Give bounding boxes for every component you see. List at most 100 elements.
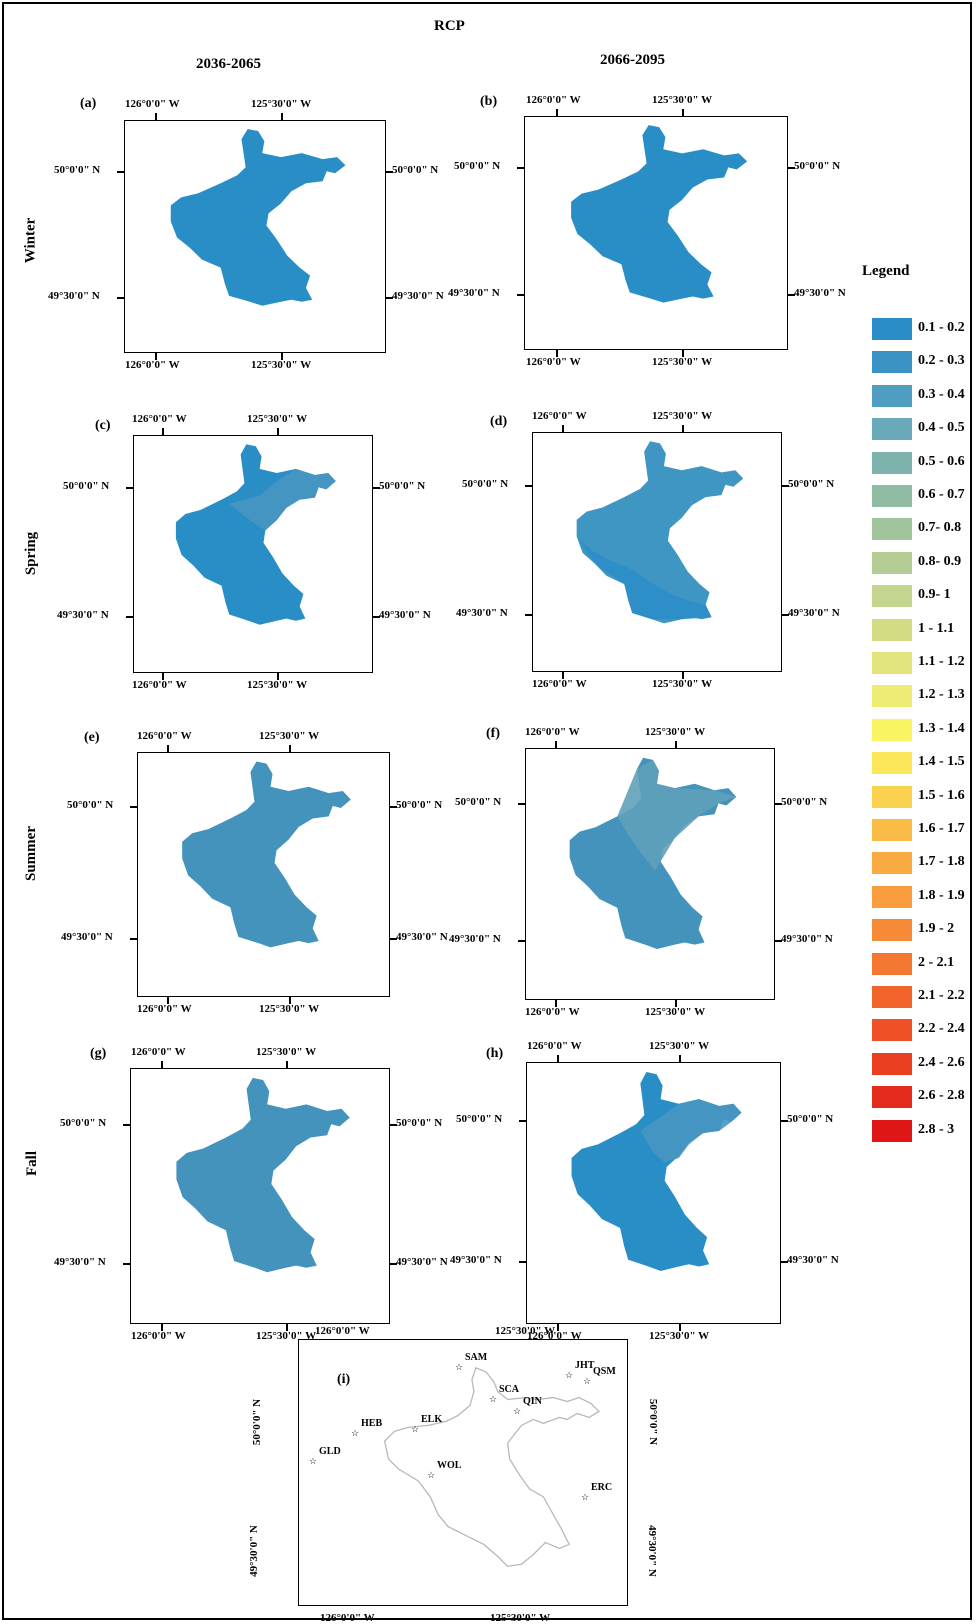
- region-shape: [576, 441, 744, 624]
- legend-label: 1.5 - 1.6: [918, 787, 965, 803]
- tick-mark: [390, 806, 397, 808]
- tick-mark: [518, 803, 525, 805]
- tick-mark: [277, 428, 279, 435]
- panel-label-f: (f): [486, 726, 500, 741]
- legend-title: Legend: [862, 263, 910, 279]
- station-star-icon: ☆: [351, 1428, 360, 1438]
- legend-item: 0.7- 0.8: [872, 518, 976, 541]
- lon-left-top-g: 126°0'0" W: [131, 1046, 186, 1058]
- tick-mark: [557, 1055, 559, 1062]
- legend-swatch: [872, 1086, 912, 1109]
- legend-item: 2.1 - 2.2: [872, 986, 976, 1008]
- tick-mark: [277, 673, 279, 680]
- tick-mark: [281, 353, 283, 360]
- tick-mark: [525, 614, 532, 616]
- lat-top-left-b: 50°0'0" N: [454, 160, 501, 172]
- tick-mark: [555, 1000, 557, 1007]
- region-fill: [176, 1077, 350, 1273]
- legend-swatch: [872, 885, 912, 908]
- tick-mark: [519, 1261, 526, 1263]
- lat-bottom-right-a: 49°30'0" N: [392, 290, 444, 302]
- legend-swatch: [872, 852, 912, 875]
- lat-top-left-f: 50°0'0" N: [455, 796, 502, 808]
- i-lon-left-top: 126°0'0" W: [315, 1325, 370, 1337]
- tick-mark: [775, 803, 782, 805]
- lat-bottom-left-f: 49°30'0" N: [449, 933, 501, 945]
- tick-mark: [130, 938, 137, 940]
- tick-mark: [130, 806, 137, 808]
- lat-top-right-f: 50°0'0" N: [781, 796, 828, 808]
- tick-mark: [390, 938, 397, 940]
- station-star-icon: ☆: [583, 1376, 592, 1386]
- legend-label: 1.7 - 1.8: [918, 854, 965, 870]
- legend-swatch: [872, 718, 912, 741]
- lat-top-left-h: 50°0'0" N: [456, 1113, 503, 1125]
- legend-item: 2 - 2.1: [872, 952, 976, 975]
- tick-mark: [126, 616, 133, 618]
- tick-mark: [517, 167, 524, 169]
- legend-swatch: [872, 518, 912, 541]
- tick-mark: [289, 997, 291, 1004]
- legend-swatch: [872, 351, 912, 374]
- i-lat-top-left: 50°0'0" N: [251, 1398, 264, 1446]
- legend-item: 1.5 - 1.6: [872, 785, 976, 808]
- legend-swatch: [872, 986, 912, 1008]
- legend-item: 2.2 - 2.4: [872, 1019, 976, 1042]
- tick-mark: [775, 940, 782, 942]
- region-fill: [182, 761, 351, 948]
- panel-label-c: (c): [95, 418, 111, 433]
- region-shape: [176, 1077, 350, 1273]
- legend-item: 0.8- 0.9: [872, 551, 976, 574]
- legend-label: 0.6 - 0.7: [918, 487, 965, 502]
- tick-mark: [123, 1263, 130, 1265]
- map-panel-e: [137, 752, 390, 997]
- legend-label: 0.1 - 0.2: [918, 320, 965, 335]
- tick-mark: [117, 171, 124, 173]
- legend-swatch: [872, 418, 912, 441]
- tick-mark: [155, 353, 157, 360]
- lat-bottom-right-h: 49°30'0" N: [787, 1254, 839, 1266]
- lat-bottom-right-b: 49°30'0" N: [794, 287, 846, 299]
- legend-item: 1.1 - 1.2: [872, 652, 976, 674]
- lat-bottom-right-f: 49°30'0" N: [781, 933, 833, 945]
- lon-right-top-g: 125°30'0" W: [256, 1046, 317, 1058]
- i-lon-right-bottom: 125°30'0" W: [490, 1612, 551, 1624]
- panel-label-b: (b): [480, 94, 498, 109]
- lon-left-top-d: 126°0'0" W: [532, 410, 587, 422]
- lat-top-right-e: 50°0'0" N: [396, 799, 443, 811]
- legend-swatch: [872, 318, 912, 340]
- lon-right-top-f: 125°30'0" W: [645, 726, 706, 738]
- map-panel-d: [532, 432, 782, 672]
- legend-item: 1.9 - 2: [872, 919, 976, 942]
- station-label-wol: WOL: [437, 1460, 462, 1471]
- tick-mark: [123, 1124, 130, 1126]
- row-label-spring: Spring: [23, 531, 40, 576]
- legend-label: 1.9 - 2: [918, 921, 955, 937]
- tick-mark: [782, 614, 789, 616]
- tick-mark: [517, 294, 524, 296]
- lat-bottom-right-e: 49°30'0" N: [396, 931, 448, 943]
- tick-mark: [390, 1263, 397, 1265]
- station-label-sam: SAM: [465, 1352, 488, 1363]
- tick-mark: [281, 113, 283, 120]
- tick-mark: [162, 673, 164, 680]
- lat-top-right-h: 50°0'0" N: [787, 1113, 834, 1125]
- map-panel-g: [130, 1068, 390, 1324]
- legend-item: 1.8 - 1.9: [872, 885, 976, 908]
- region-fill: [170, 129, 346, 306]
- i-lat-bottom-left: 49°30'0" N: [247, 1525, 260, 1577]
- station-star-icon: ☆: [489, 1394, 498, 1404]
- tick-mark: [675, 1000, 677, 1007]
- lon-left-top-h: 126°0'0" W: [527, 1040, 582, 1052]
- legend-swatch: [872, 752, 912, 775]
- panel-label-g: (g): [90, 1046, 107, 1061]
- tick-mark: [562, 672, 564, 679]
- lon-left-top-a: 126°0'0" W: [125, 98, 180, 110]
- legend-item: 0.5 - 0.6: [872, 451, 976, 474]
- lat-top-right-g: 50°0'0" N: [396, 1117, 443, 1129]
- row-label-fall: Fall: [24, 1151, 40, 1176]
- tick-mark: [519, 1120, 526, 1122]
- tick-mark: [289, 745, 291, 752]
- lat-bottom-left-b: 49°30'0" N: [448, 287, 500, 299]
- legend-label: 1.3 - 1.4: [918, 720, 965, 736]
